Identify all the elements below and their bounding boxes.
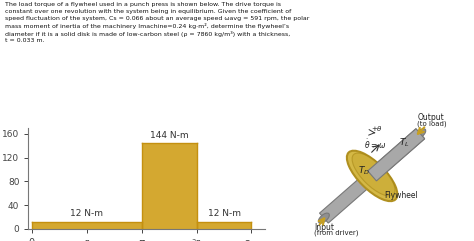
Text: 12 N-m: 12 N-m bbox=[70, 209, 103, 218]
Ellipse shape bbox=[347, 151, 397, 201]
Text: $+\theta$: $+\theta$ bbox=[371, 124, 383, 133]
Text: Flywheel: Flywheel bbox=[384, 191, 418, 200]
Ellipse shape bbox=[319, 213, 329, 223]
Ellipse shape bbox=[415, 129, 426, 139]
Polygon shape bbox=[319, 129, 425, 223]
Text: 144 N-m: 144 N-m bbox=[150, 131, 189, 140]
Text: Output: Output bbox=[418, 114, 445, 122]
Text: $T_D$: $T_D$ bbox=[357, 165, 370, 177]
Text: (from driver): (from driver) bbox=[314, 229, 359, 236]
Polygon shape bbox=[368, 129, 425, 181]
Text: 12 N-m: 12 N-m bbox=[208, 209, 240, 218]
Text: The load torque of a flywheel used in a punch press is shown below. The drive to: The load torque of a flywheel used in a … bbox=[5, 2, 309, 43]
Text: $\dot{\theta}=\omega$: $\dot{\theta}=\omega$ bbox=[364, 138, 386, 151]
Ellipse shape bbox=[352, 153, 395, 196]
Text: $T_L$: $T_L$ bbox=[399, 137, 409, 149]
Text: (to load): (to load) bbox=[417, 120, 447, 127]
Text: Input: Input bbox=[314, 222, 334, 232]
